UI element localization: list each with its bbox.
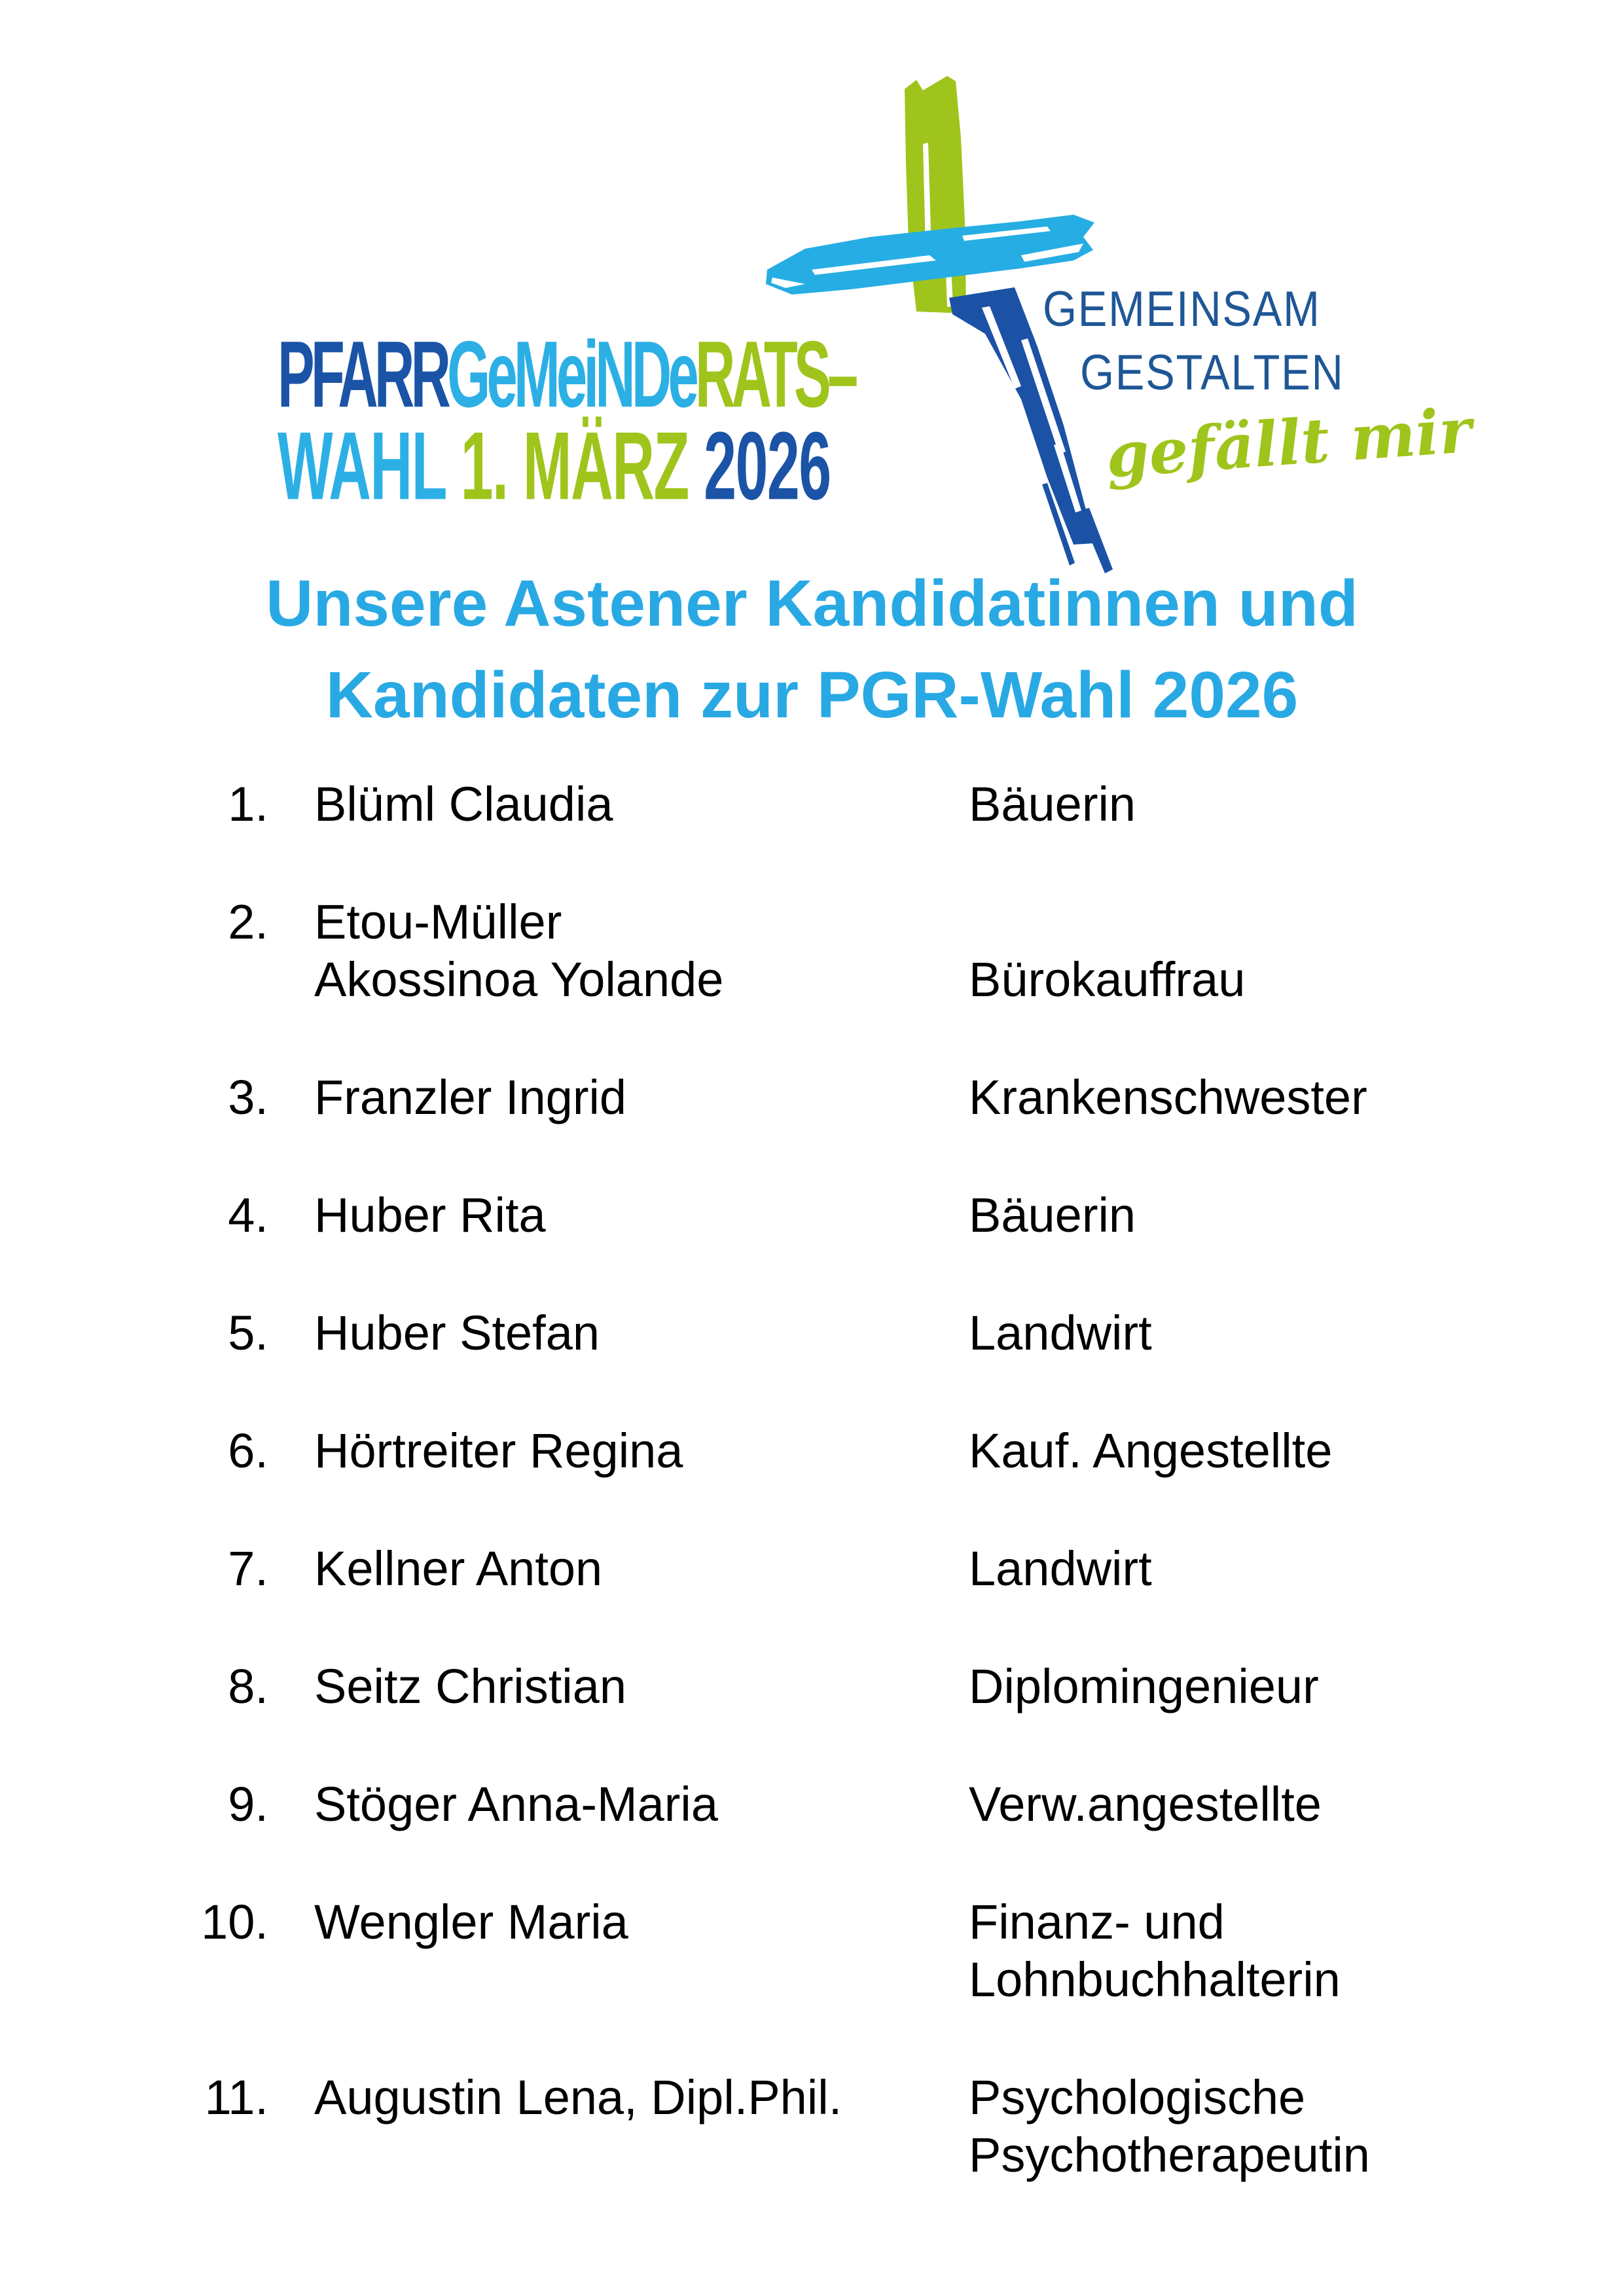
candidate-profession: Finanz- und Lohnbuchhalterin: [969, 1895, 1341, 2007]
claim-gestalten: GESTALTEN: [1080, 345, 1344, 401]
wordmark-segment-wahl: WAHL: [278, 412, 461, 520]
candidate-row: 7. Kellner Anton Landwirt: [164, 1540, 1473, 1598]
candidate-profession: Psychologische Psychotherapeutin: [969, 2070, 1370, 2182]
candidate-name: Seitz Christian: [314, 1659, 627, 1713]
candidate-name: Franzler Ingrid: [314, 1070, 627, 1124]
candidate-row: 2. Etou-Müller Akossinoa Yolande Bürokau…: [164, 893, 1473, 1009]
candidate-name: Etou-Müller Akossinoa Yolande: [314, 895, 724, 1007]
candidate-number: 5.: [228, 1306, 268, 1360]
logo-wordmark-line1: PFARRGeMeiNDeRATS–: [278, 322, 858, 428]
candidate-profession: Verw.angestellte: [969, 1777, 1322, 1831]
claim-gefaellt-mir: gefällt mir: [1104, 394, 1474, 492]
candidate-number: 9.: [228, 1777, 268, 1831]
candidate-profession: Krankenschwester: [969, 1070, 1367, 1124]
candidate-name: Wengler Maria: [314, 1895, 628, 1949]
logo-wordmark: PFARRGeMeiNDeRATS– WAHL 1. MÄRZ 2026: [278, 322, 1079, 520]
candidate-row: 6. Hörtreiter Regina Kauf. Angestellte: [164, 1422, 1473, 1480]
wordmark-segment-rats: RATS–: [695, 322, 858, 428]
cross-diagonal-stroke: [949, 287, 1113, 573]
page-title: Unsere Astener Kandidatinnen und Kandida…: [0, 558, 1624, 741]
candidate-row: 10. Wengler Maria Finanz- und Lohnbuchha…: [164, 1893, 1473, 2009]
cross-horizontal-stroke: [766, 215, 1094, 295]
candidate-number: 4.: [228, 1188, 268, 1242]
candidate-profession: Landwirt: [969, 1541, 1152, 1596]
brush-cross-icon: [766, 76, 1113, 573]
candidate-name: Kellner Anton: [314, 1541, 603, 1596]
candidate-row: 5. Huber Stefan Landwirt: [164, 1304, 1473, 1362]
candidate-number: 8.: [228, 1659, 268, 1713]
candidate-profession: Diplomingenieur: [969, 1659, 1319, 1713]
wordmark-segment-date: 1. MÄRZ: [460, 412, 704, 520]
wordmark-segment-year: 2026: [704, 412, 831, 520]
candidate-row: 3. Franzler Ingrid Krankenschwester: [164, 1069, 1473, 1126]
candidate-name: Huber Rita: [314, 1188, 546, 1242]
candidate-name: Huber Stefan: [314, 1306, 600, 1360]
candidate-number: 10.: [201, 1895, 268, 1949]
candidate-row: 11. Augustin Lena, Dipl.Phil. Psychologi…: [164, 2069, 1473, 2184]
candidate-profession: Kauf. Angestellte: [969, 1424, 1333, 1478]
candidate-profession: Bäuerin: [969, 1188, 1136, 1242]
claim-gemeinsam: GEMEINSAM: [1043, 281, 1321, 337]
candidate-row: 8. Seitz Christian Diplomingenieur: [164, 1658, 1473, 1715]
candidate-name: Stöger Anna-Maria: [314, 1777, 719, 1831]
candidate-row: 9. Stöger Anna-Maria Verw.angestellte: [164, 1776, 1473, 1833]
candidate-list: 1. Blüml Claudia Bäuerin 2. Etou-Müller …: [164, 776, 1473, 2244]
candidate-number: 7.: [228, 1541, 268, 1596]
candidate-number: 1.: [228, 777, 268, 831]
candidate-row: 1. Blüml Claudia Bäuerin: [164, 776, 1473, 833]
wordmark-segment-pfarr: PFARR: [278, 322, 451, 428]
logo-wordmark-line2: WAHL 1. MÄRZ 2026: [278, 412, 886, 520]
candidate-number: 2.: [228, 895, 268, 949]
candidate-number: 6.: [228, 1424, 268, 1478]
candidate-profession: Landwirt: [969, 1306, 1152, 1360]
candidate-name: Hörtreiter Regina: [314, 1424, 683, 1478]
candidate-row: 4. Huber Rita Bäuerin: [164, 1187, 1473, 1244]
candidate-number: 3.: [228, 1070, 268, 1124]
page-title-line1: Unsere Astener Kandidatinnen und: [266, 567, 1358, 640]
candidate-profession: Bürokauffrau: [969, 952, 1246, 1007]
candidate-number: 11.: [204, 2070, 268, 2125]
wordmark-segment-gemeinde: GeMeiNDe: [447, 322, 699, 428]
candidate-name: Blüml Claudia: [314, 777, 613, 831]
candidate-name: Augustin Lena, Dipl.Phil.: [314, 2070, 842, 2125]
page-title-line2: Kandidaten zur PGR-Wahl 2026: [325, 658, 1299, 732]
candidate-profession: Bäuerin: [969, 777, 1136, 831]
